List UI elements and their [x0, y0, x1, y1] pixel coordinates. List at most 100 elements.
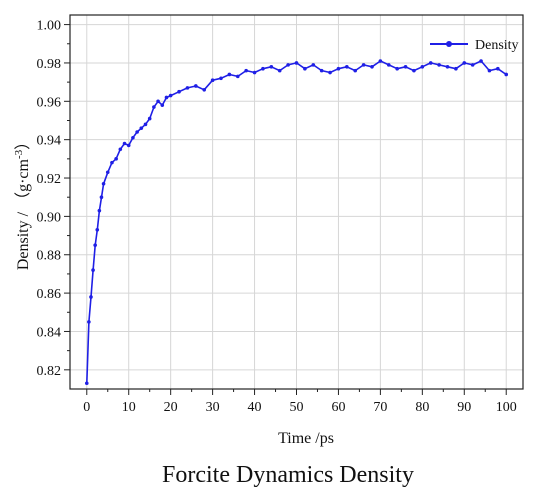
data-point — [89, 295, 93, 299]
y-tick-label: 0.92 — [37, 172, 62, 187]
data-point — [210, 78, 215, 83]
y-tick-label: 0.84 — [37, 325, 62, 340]
y-tick-label: 0.88 — [37, 249, 62, 264]
y-tick-label: 0.94 — [37, 134, 62, 149]
y-tick-label: 0.98 — [37, 57, 62, 72]
x-tick-label: 50 — [290, 400, 304, 415]
data-point — [445, 64, 450, 69]
data-point — [395, 66, 399, 71]
y-tick-label: 0.96 — [37, 95, 62, 110]
data-point — [219, 76, 223, 81]
plot-area — [69, 14, 524, 390]
y-tick-label: 1.00 — [37, 19, 62, 34]
data-point — [353, 68, 358, 73]
data-point — [168, 93, 173, 98]
data-point — [114, 157, 118, 161]
data-point — [311, 63, 316, 67]
data-point — [437, 63, 441, 67]
data-point — [504, 72, 509, 77]
data-point — [496, 66, 500, 71]
data-point — [101, 181, 106, 186]
data-point — [118, 147, 123, 152]
data-point — [194, 84, 198, 88]
x-tick-label: 70 — [373, 400, 387, 415]
data-point — [235, 74, 240, 79]
data-point — [147, 116, 152, 121]
data-point — [156, 99, 160, 104]
data-point — [95, 228, 100, 232]
series-density — [84, 59, 509, 386]
x-axis: 0 10 20 30 40 50 60 70 80 90 100 — [83, 389, 517, 415]
data-point — [143, 122, 148, 127]
data-point — [131, 135, 135, 140]
data-point — [185, 86, 190, 90]
data-point — [462, 61, 467, 65]
data-point — [378, 59, 383, 63]
data-point — [269, 64, 274, 69]
x-tick-label: 40 — [248, 400, 262, 415]
y-tick-label: 0.82 — [37, 364, 62, 379]
data-point — [420, 64, 425, 69]
data-point — [470, 63, 475, 67]
legend: Density — [430, 38, 519, 53]
x-tick-label: 20 — [164, 400, 178, 415]
data-point — [328, 70, 332, 75]
data-point — [454, 66, 458, 71]
data-point — [177, 89, 181, 94]
data-point — [428, 61, 433, 65]
data-point — [93, 243, 97, 247]
data-point — [160, 103, 165, 107]
y-axis-title-close: ） — [14, 134, 32, 150]
x-tick-label: 0 — [83, 400, 90, 415]
data-point — [386, 63, 391, 67]
y-axis: 0.82 0.84 0.86 0.88 0.90 0.92 0.94 0.96 0.98 1.00 — [37, 19, 70, 379]
legend-label-density: Density — [475, 38, 519, 53]
x-tick-label: 80 — [415, 400, 429, 415]
data-point — [110, 160, 114, 165]
data-point — [122, 141, 127, 146]
data-point — [252, 70, 257, 75]
data-point — [244, 68, 248, 73]
data-point — [361, 63, 366, 67]
data-point — [412, 68, 416, 73]
data-point — [294, 61, 299, 65]
data-point — [261, 66, 265, 71]
data-point — [99, 195, 104, 200]
data-point — [84, 381, 89, 386]
data-point — [126, 143, 131, 148]
grid-lines — [70, 15, 523, 389]
figure-caption: Forcite Dynamics Density — [162, 462, 414, 488]
data-point — [336, 66, 341, 71]
data-point — [479, 59, 483, 63]
data-point — [286, 63, 290, 67]
data-point — [139, 126, 144, 130]
data-point — [303, 66, 307, 71]
data-point — [227, 72, 232, 77]
data-point — [164, 95, 169, 100]
x-tick-label: 30 — [206, 400, 220, 415]
data-point — [345, 64, 349, 69]
data-point — [91, 268, 95, 272]
y-tick-label: 0.90 — [37, 210, 62, 225]
y-axis-title-main: Density / （g·cm — [14, 158, 32, 270]
data-point — [319, 68, 324, 73]
x-tick-label: 90 — [457, 400, 471, 415]
data-point — [487, 68, 492, 73]
x-tick-label: 10 — [122, 400, 136, 415]
x-tick-label: 60 — [331, 400, 345, 415]
data-point — [277, 68, 282, 73]
y-tick-label: 0.86 — [37, 287, 62, 302]
data-point — [87, 320, 91, 324]
legend-marker — [446, 41, 452, 47]
x-tick-label: 100 — [496, 400, 517, 415]
data-point — [370, 64, 374, 69]
x-axis-title: Time /ps — [278, 430, 334, 447]
data-point — [403, 64, 408, 69]
y-axis-title: Density / （g·cm-3） — [13, 134, 32, 270]
data-point — [135, 130, 139, 134]
y-axis-title-superscript: -3 — [13, 149, 25, 159]
data-point — [152, 105, 156, 109]
data-point — [105, 170, 110, 175]
data-point — [97, 208, 102, 213]
